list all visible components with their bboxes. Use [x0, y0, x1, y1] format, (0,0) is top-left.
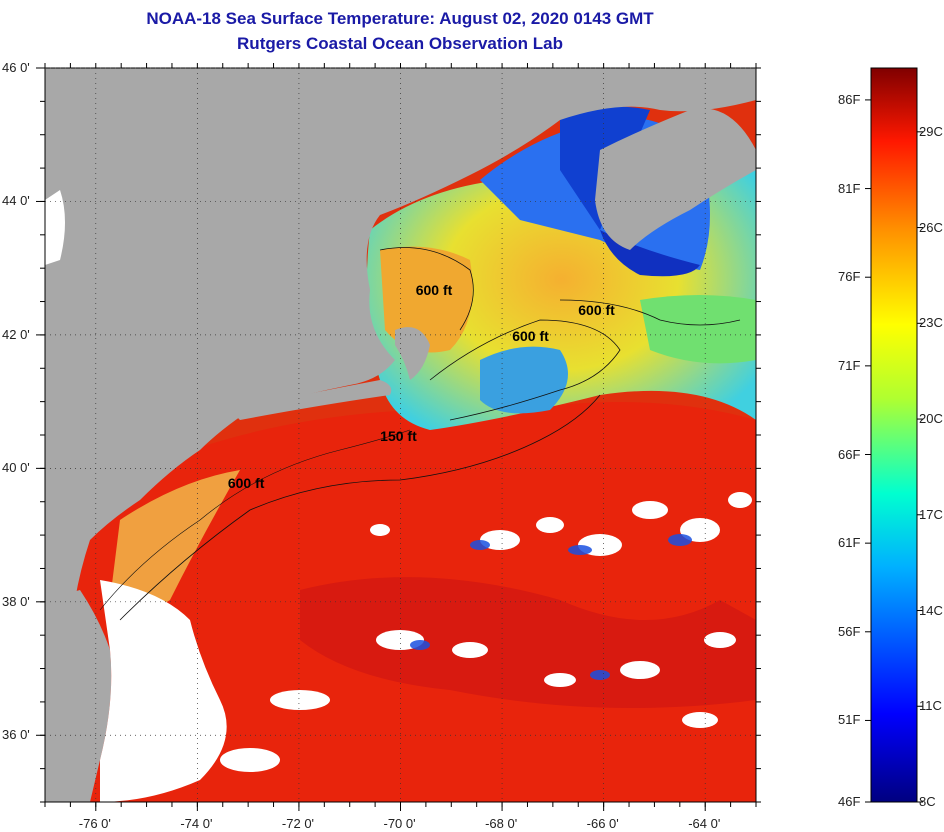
sst-image [45, 68, 756, 802]
colorbar-fahrenheit-label: 66F [838, 446, 861, 462]
lat-tick-label: 40 0' [2, 460, 30, 476]
map-title: NOAA-18 Sea Surface Temperature: August … [146, 9, 654, 28]
contour-label: 150 ft [380, 428, 417, 445]
lon-tick-label: -72 0' [281, 816, 315, 831]
lon-tick-label: -64 0' [688, 816, 721, 831]
colorbar-fahrenheit-label: 46F [838, 794, 861, 809]
colorbar-fahrenheit-label: 81F [838, 180, 861, 196]
colorbar-celsius-label: 14C [919, 602, 943, 618]
lat-tick-label: 44 0' [2, 193, 30, 209]
lon-tick-label: -76 0' [78, 816, 111, 831]
colorbar-celsius-label: 29C [919, 123, 943, 139]
colorbar-ticks [865, 99, 923, 803]
colorbar-fahrenheit-label: 56F [838, 623, 861, 639]
map-subtitle: Rutgers Coastal Ocean Observation Lab [237, 34, 563, 53]
colorbar [870, 67, 918, 803]
colorbar-celsius-label: 11C [919, 698, 942, 714]
lat-tick-label: 42 0' [2, 326, 30, 342]
colorbar-fahrenheit-label: 61F [838, 535, 861, 551]
lon-tick-label: -70 0' [383, 816, 416, 831]
axis-ticks [36, 63, 761, 811]
lon-tick-label: -66 0' [586, 816, 619, 831]
colorbar-celsius-label: 26C [919, 219, 943, 235]
lon-tick-label: -68 0' [485, 816, 518, 831]
colorbar-celsius-label: 8C [919, 794, 936, 809]
lat-tick-label: 38 0' [2, 593, 30, 609]
colorbar-fahrenheit-label: 76F [838, 269, 861, 285]
colorbar-celsius-label: 17C [919, 506, 943, 522]
colorbar-fahrenheit-label: 51F [838, 712, 861, 728]
lon-tick-label: -74 0' [180, 816, 213, 831]
colorbar-fahrenheit-label: 86F [838, 91, 861, 107]
contour-label: 600 ft [415, 281, 453, 298]
contour-label: 600 ft [227, 475, 265, 492]
contour-label: 600 ft [512, 328, 549, 345]
colorbar-celsius-label: 20C [919, 411, 943, 427]
colorbar-celsius-label: 23C [919, 315, 943, 331]
lat-tick-label: 46 0' [2, 60, 30, 75]
contour-label: 600 ft [578, 301, 615, 318]
colorbar-fahrenheit-label: 71F [838, 357, 861, 373]
lat-tick-label: 36 0' [2, 727, 30, 743]
